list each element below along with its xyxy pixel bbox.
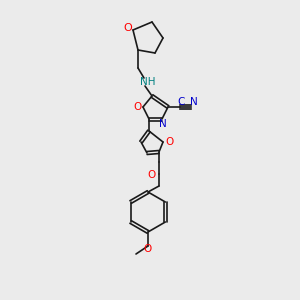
Text: N: N [190, 97, 198, 107]
Text: N: N [159, 119, 167, 129]
Text: O: O [143, 244, 151, 254]
Text: O: O [165, 137, 173, 147]
Text: O: O [134, 102, 142, 112]
Text: O: O [124, 23, 132, 33]
Text: NH: NH [140, 77, 156, 87]
Text: O: O [148, 170, 156, 180]
Text: C: C [177, 97, 185, 107]
